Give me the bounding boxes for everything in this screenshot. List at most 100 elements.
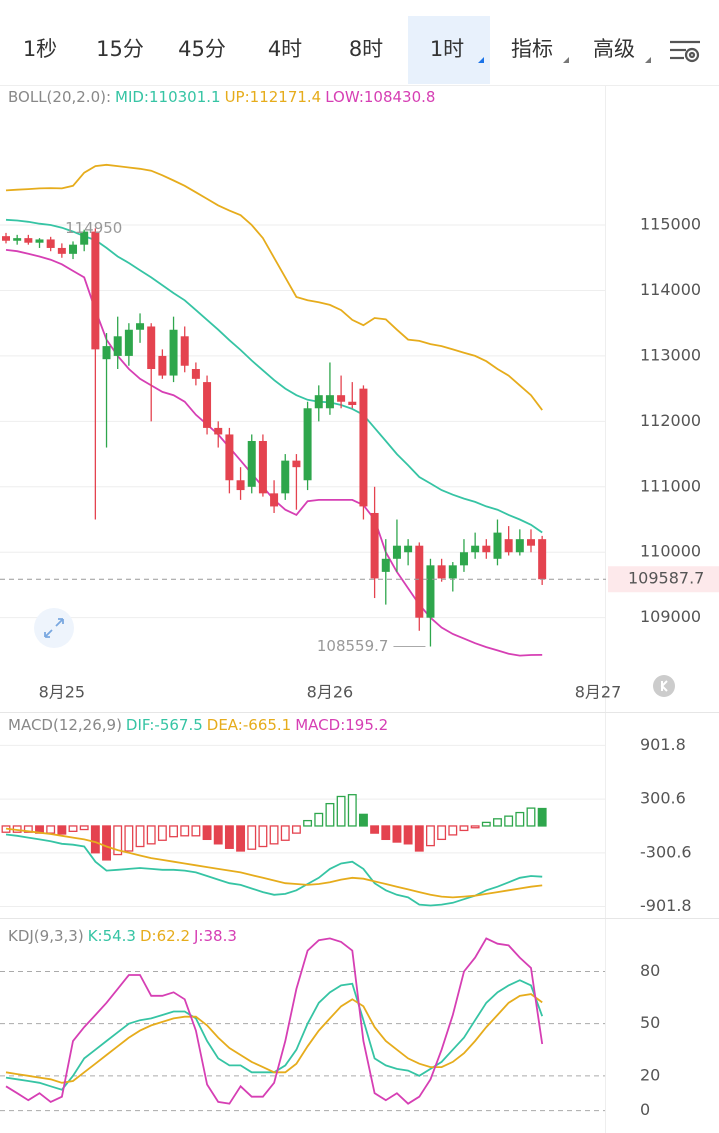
candle-body [538, 539, 547, 580]
macd-bar [113, 825, 123, 856]
macd-bar [68, 825, 78, 832]
candle-body [35, 239, 44, 243]
candle-body [292, 460, 301, 468]
y-tick-label: 115000 [640, 215, 701, 234]
indicator-line [5, 163, 543, 411]
candle-body [459, 552, 468, 566]
indicator-title: KDJ(9,3,3) [8, 927, 84, 945]
candle-body [303, 408, 312, 481]
scroll-latest-button[interactable] [653, 675, 675, 697]
macd-bar [169, 825, 178, 838]
macd-bar [358, 813, 368, 827]
candle-body [258, 440, 267, 494]
x-tick-label: 8月26 [307, 683, 354, 702]
macd-bar [437, 825, 447, 841]
y-tick-label: 114000 [640, 280, 701, 299]
macd-bar [515, 811, 525, 827]
min-label: 108559.7 [317, 637, 389, 655]
legend-value: 108430.8 [364, 88, 436, 106]
y-tick-label: 113000 [640, 345, 701, 364]
dropdown-caret [645, 57, 651, 63]
candle-body [270, 493, 279, 507]
legend-value: 195.2 [345, 716, 388, 734]
legend-name: D: [140, 927, 157, 945]
candle-body [370, 512, 379, 579]
candle-body [214, 427, 223, 435]
x-tick-label: 8月27 [575, 683, 622, 702]
candle-body [325, 395, 334, 409]
tab[interactable]: 1时 [430, 37, 464, 61]
macd-bar [336, 795, 346, 827]
macd-bar [459, 825, 469, 832]
candle-body [526, 539, 535, 546]
kdj-chart: 0 20 50 80 KDJ(9,3,3) K:54.3 D:62.2 J:38.3 [0, 927, 660, 1119]
y-tick-label: 50 [640, 1013, 660, 1032]
indicator-title: BOLL(20,2.0): [8, 88, 111, 106]
macd-bar [537, 807, 547, 827]
macd-bar [236, 825, 246, 852]
indicator-header: MACD(12,26,9) DIF:-567.5 DEA:-665.1 MACD:19… [8, 716, 388, 734]
macd-bar [414, 825, 424, 852]
candle-body [2, 236, 10, 241]
macd-bar [57, 825, 67, 835]
macd-bar [247, 825, 257, 850]
candle-body [136, 323, 145, 330]
macd-bar [269, 825, 279, 845]
candle-body [247, 440, 256, 487]
macd-bar [124, 825, 134, 852]
y-tick-label: 110000 [640, 542, 701, 561]
indicator-line [5, 833, 543, 907]
candle-body [337, 395, 346, 402]
y-tick-label: 112000 [640, 411, 701, 430]
tab[interactable]: 45分 [178, 37, 226, 61]
legend-value: -665.1 [243, 716, 291, 734]
candle-body [281, 460, 290, 494]
macd-bar [90, 825, 100, 854]
candle-body [46, 239, 55, 248]
y-tick-label: -901.8 [640, 896, 692, 915]
tab[interactable]: 8时 [349, 37, 383, 61]
indicator-line [5, 827, 543, 899]
tab[interactable]: 4时 [268, 37, 302, 61]
macd-bar [381, 825, 391, 841]
macd-bar [426, 825, 435, 847]
macd-bar [493, 818, 502, 827]
candle-body [482, 545, 491, 553]
legend-value: 38.3 [203, 927, 236, 945]
price-chart: 109000 110000 111000 112000 113000 114000 1150… [0, 88, 719, 702]
tab[interactable]: 15分 [96, 37, 144, 61]
legend-name: MACD: [295, 716, 345, 734]
dropdown-caret [563, 57, 569, 63]
macd-bar [191, 825, 201, 837]
macd-bar [392, 825, 402, 843]
current-price-label: 109587.7 [628, 569, 704, 588]
candle-body [180, 336, 189, 366]
macd-bar [202, 825, 212, 841]
indicator-header: BOLL(20,2.0): MID:110301.1 UP:112171.4 LOW:… [8, 88, 435, 106]
macd-bar [291, 825, 301, 834]
legend-name: J: [193, 927, 203, 945]
macd-bar [180, 825, 190, 837]
tab[interactable]: 高级 [593, 37, 635, 61]
expand-button[interactable] [34, 608, 74, 648]
candle-body [124, 329, 133, 356]
settings-icon[interactable] [670, 40, 700, 63]
indicator-header: KDJ(9,3,3) K:54.3 D:62.2 J:38.3 [8, 927, 237, 945]
candle-body [493, 532, 502, 559]
candle-body [147, 326, 156, 370]
candle-body [348, 401, 357, 406]
candle-body [448, 565, 457, 579]
candle-body [404, 545, 413, 553]
macd-bar [403, 825, 413, 845]
macd-bar [526, 807, 536, 827]
candle-body [381, 558, 390, 572]
candle-body [13, 238, 22, 241]
tab[interactable]: 1秒 [23, 37, 57, 61]
candle-body [415, 545, 424, 618]
tab[interactable]: 指标 [511, 37, 553, 61]
legend-value: 110301.1 [149, 88, 221, 106]
macd-bar [46, 825, 56, 834]
legend-name: DEA: [207, 716, 243, 734]
candle-body [203, 382, 212, 428]
